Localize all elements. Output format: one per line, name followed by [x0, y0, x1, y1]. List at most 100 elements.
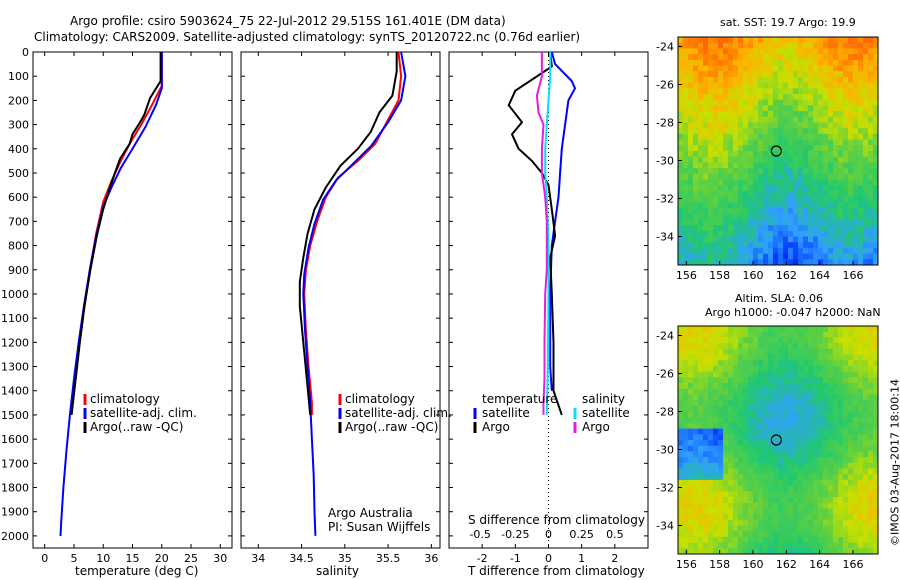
- map-y-tick-label: -30: [656, 155, 674, 168]
- temp-legend-climatology: climatology: [90, 392, 160, 406]
- temperature-panel-frame: [32, 51, 233, 549]
- x-tick-label: 2: [611, 552, 618, 565]
- sla-map-frame: [677, 325, 879, 555]
- map-y-tick-label: -28: [656, 117, 674, 130]
- x-tick-label: 1: [578, 552, 585, 565]
- temp-legend-satellite: satellite-adj. clim.: [90, 406, 197, 420]
- y-tick-label: 1200: [1, 336, 29, 349]
- sla-map-title: Altim. SLA: 0.06: [735, 292, 824, 305]
- x-tick-label: 36: [424, 552, 438, 565]
- diff-legend-temp-satellite: satellite: [482, 406, 530, 420]
- top-tick-label: -0.25: [501, 528, 529, 541]
- series-line: [303, 51, 403, 415]
- map-y-tick-label: -32: [656, 193, 674, 206]
- map-y-tick-label: -28: [656, 406, 674, 419]
- map-y-tick-label: -24: [656, 41, 674, 54]
- y-tick-label: 1800: [1, 482, 29, 495]
- map-x-tick-label: 164: [809, 269, 830, 282]
- top-tick-label: -0.5: [469, 528, 490, 541]
- x-tick-label: 15: [126, 552, 140, 565]
- map-x-tick-label: 162: [776, 558, 797, 571]
- series-line: [70, 52, 162, 416]
- diff-legend-temp-argo: Argo: [482, 420, 510, 434]
- map-x-tick-label: 166: [843, 558, 864, 571]
- map-x-tick-label: 164: [809, 558, 830, 571]
- sal-legend-climatology: climatology: [345, 392, 415, 406]
- y-tick-label: 1000: [1, 288, 29, 301]
- map-x-tick-label: 156: [676, 558, 697, 571]
- salinity-axis-label: salinity: [316, 564, 360, 578]
- map-y-tick-label: -34: [656, 231, 674, 244]
- x-tick-label: 20: [155, 552, 169, 565]
- x-tick-label: 0: [41, 552, 48, 565]
- y-tick-label: 600: [8, 191, 29, 204]
- x-tick-label: 5: [70, 552, 77, 565]
- imos-timestamp: ©IMOS 03-Aug-2017 18:00:14: [888, 379, 900, 546]
- y-tick-label: 700: [8, 215, 29, 228]
- x-tick-label: -1: [510, 552, 521, 565]
- temperature-axis-label: temperature (deg C): [75, 564, 199, 578]
- x-tick-label: 25: [184, 552, 198, 565]
- y-tick-label: 900: [8, 264, 29, 277]
- y-tick-label: 800: [8, 240, 29, 253]
- map-y-tick-label: -26: [656, 79, 674, 92]
- series-line: [298, 52, 398, 415]
- y-tick-label: 500: [8, 167, 29, 180]
- map-y-tick-label: -26: [656, 368, 674, 381]
- y-tick-label: 1600: [1, 433, 29, 446]
- x-tick-label: 35.5: [376, 552, 401, 565]
- plot-title-line2: Climatology: CARS2009. Satellite-adjuste…: [34, 30, 581, 44]
- top-tick-label: 0: [545, 528, 552, 541]
- s-difference-axis-label: S difference from climatology: [468, 513, 645, 527]
- y-tick-label: 1900: [1, 506, 29, 519]
- map-y-tick-label: -32: [656, 482, 674, 495]
- diff-legend-sal-satellite: satellite: [582, 406, 630, 420]
- x-tick-label: 35: [338, 552, 352, 565]
- sst-map-argo-marker: [770, 145, 782, 157]
- plot-title-line1: Argo profile: csiro 5903624_75 22-Jul-20…: [70, 14, 506, 28]
- y-tick-label: 1100: [1, 312, 29, 325]
- x-tick-label: 0: [545, 552, 552, 565]
- y-tick-label: 1400: [1, 385, 29, 398]
- series-line: [302, 51, 407, 536]
- series-line: [544, 52, 552, 415]
- map-x-tick-label: 166: [843, 269, 864, 282]
- diff-legend-salinity-title: salinity: [582, 392, 626, 406]
- pi-label: PI: Susan Wijffels: [328, 520, 431, 534]
- diff-legend-sal-argo: Argo: [582, 420, 610, 434]
- y-tick-label: 1500: [1, 409, 29, 422]
- t-difference-axis-label: T difference from climatology: [468, 564, 645, 578]
- series-line: [507, 51, 563, 416]
- salinity-panel-frame: [240, 51, 441, 549]
- sst-map-title: sat. SST: 19.7 Argo: 19.9: [720, 16, 856, 29]
- sla-map-field: [678, 326, 878, 554]
- diff-legend-temperature-title: temperature: [482, 392, 558, 406]
- series-line: [535, 52, 548, 415]
- top-tick-label: 0.25: [569, 528, 594, 541]
- map-x-tick-label: 162: [776, 269, 797, 282]
- map-y-tick-label: -24: [656, 330, 674, 343]
- top-tick-label: 0.5: [606, 528, 624, 541]
- y-tick-label: 100: [8, 70, 29, 83]
- x-tick-label: 30: [213, 552, 227, 565]
- y-tick-label: 200: [8, 94, 29, 107]
- x-tick-label: -2: [477, 552, 488, 565]
- x-tick-label: 10: [96, 552, 110, 565]
- map-x-tick-label: 158: [709, 269, 730, 282]
- sla-map-argo-marker: [770, 434, 782, 446]
- x-tick-label: 34.5: [289, 552, 314, 565]
- map-y-tick-label: -30: [656, 444, 674, 457]
- map-x-tick-label: 156: [676, 269, 697, 282]
- map-x-tick-label: 160: [743, 269, 764, 282]
- map-y-tick-label: -34: [656, 520, 674, 533]
- y-tick-label: 0: [22, 46, 29, 59]
- sst-map-field: [678, 37, 878, 265]
- sal-legend-satellite: satellite-adj. clim.: [345, 406, 452, 420]
- y-tick-label: 1300: [1, 361, 29, 374]
- series-line: [59, 52, 163, 536]
- y-tick-label: 2000: [1, 530, 29, 543]
- y-tick-label: 300: [8, 119, 29, 132]
- temp-legend-argo: Argo(..raw -QC): [90, 420, 184, 434]
- x-tick-label: 34: [251, 552, 265, 565]
